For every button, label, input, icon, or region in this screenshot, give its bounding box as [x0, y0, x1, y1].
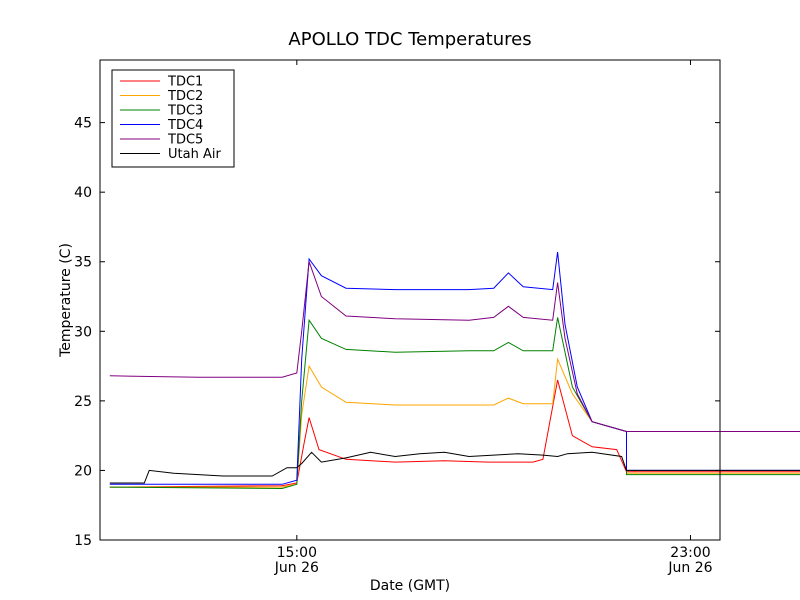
y-tick-label: 25: [74, 394, 92, 410]
y-tick-label: 40: [74, 185, 92, 201]
y-tick-label: 15: [74, 533, 92, 549]
series-line-tdc1: [109, 379, 800, 488]
y-tick-label: 20: [74, 463, 92, 479]
series-line-utah-air: [109, 451, 800, 484]
x-tick-label-date: Jun 26: [274, 560, 319, 576]
legend-label: TDC3: [167, 104, 203, 119]
series-line-tdc4: [109, 251, 800, 485]
x-tick-label-date: Jun 26: [667, 560, 712, 576]
series-line-tdc3: [109, 317, 800, 490]
y-tick-label: 30: [74, 324, 92, 340]
legend-label: TDC2: [167, 89, 203, 104]
legend-label: Utah Air: [168, 147, 221, 162]
y-axis-label: Temperature (C): [58, 243, 74, 358]
y-tick-label: 45: [74, 116, 92, 132]
series-line-tdc5: [109, 261, 800, 432]
chart-title: APOLLO TDC Temperatures: [288, 29, 531, 50]
legend-box: [111, 69, 235, 168]
x-axis-label: Date (GMT): [370, 578, 450, 594]
legend-label: TDC5: [167, 133, 203, 148]
series-layer: [109, 251, 800, 490]
plot-frame: [99, 59, 721, 541]
legend-label: TDC4: [167, 118, 203, 133]
x-tick-label-time: 23:00: [670, 545, 710, 561]
x-tick-label-time: 15:00: [277, 545, 317, 561]
y-tick-label: 35: [74, 255, 92, 271]
legend-label: TDC1: [167, 75, 203, 90]
